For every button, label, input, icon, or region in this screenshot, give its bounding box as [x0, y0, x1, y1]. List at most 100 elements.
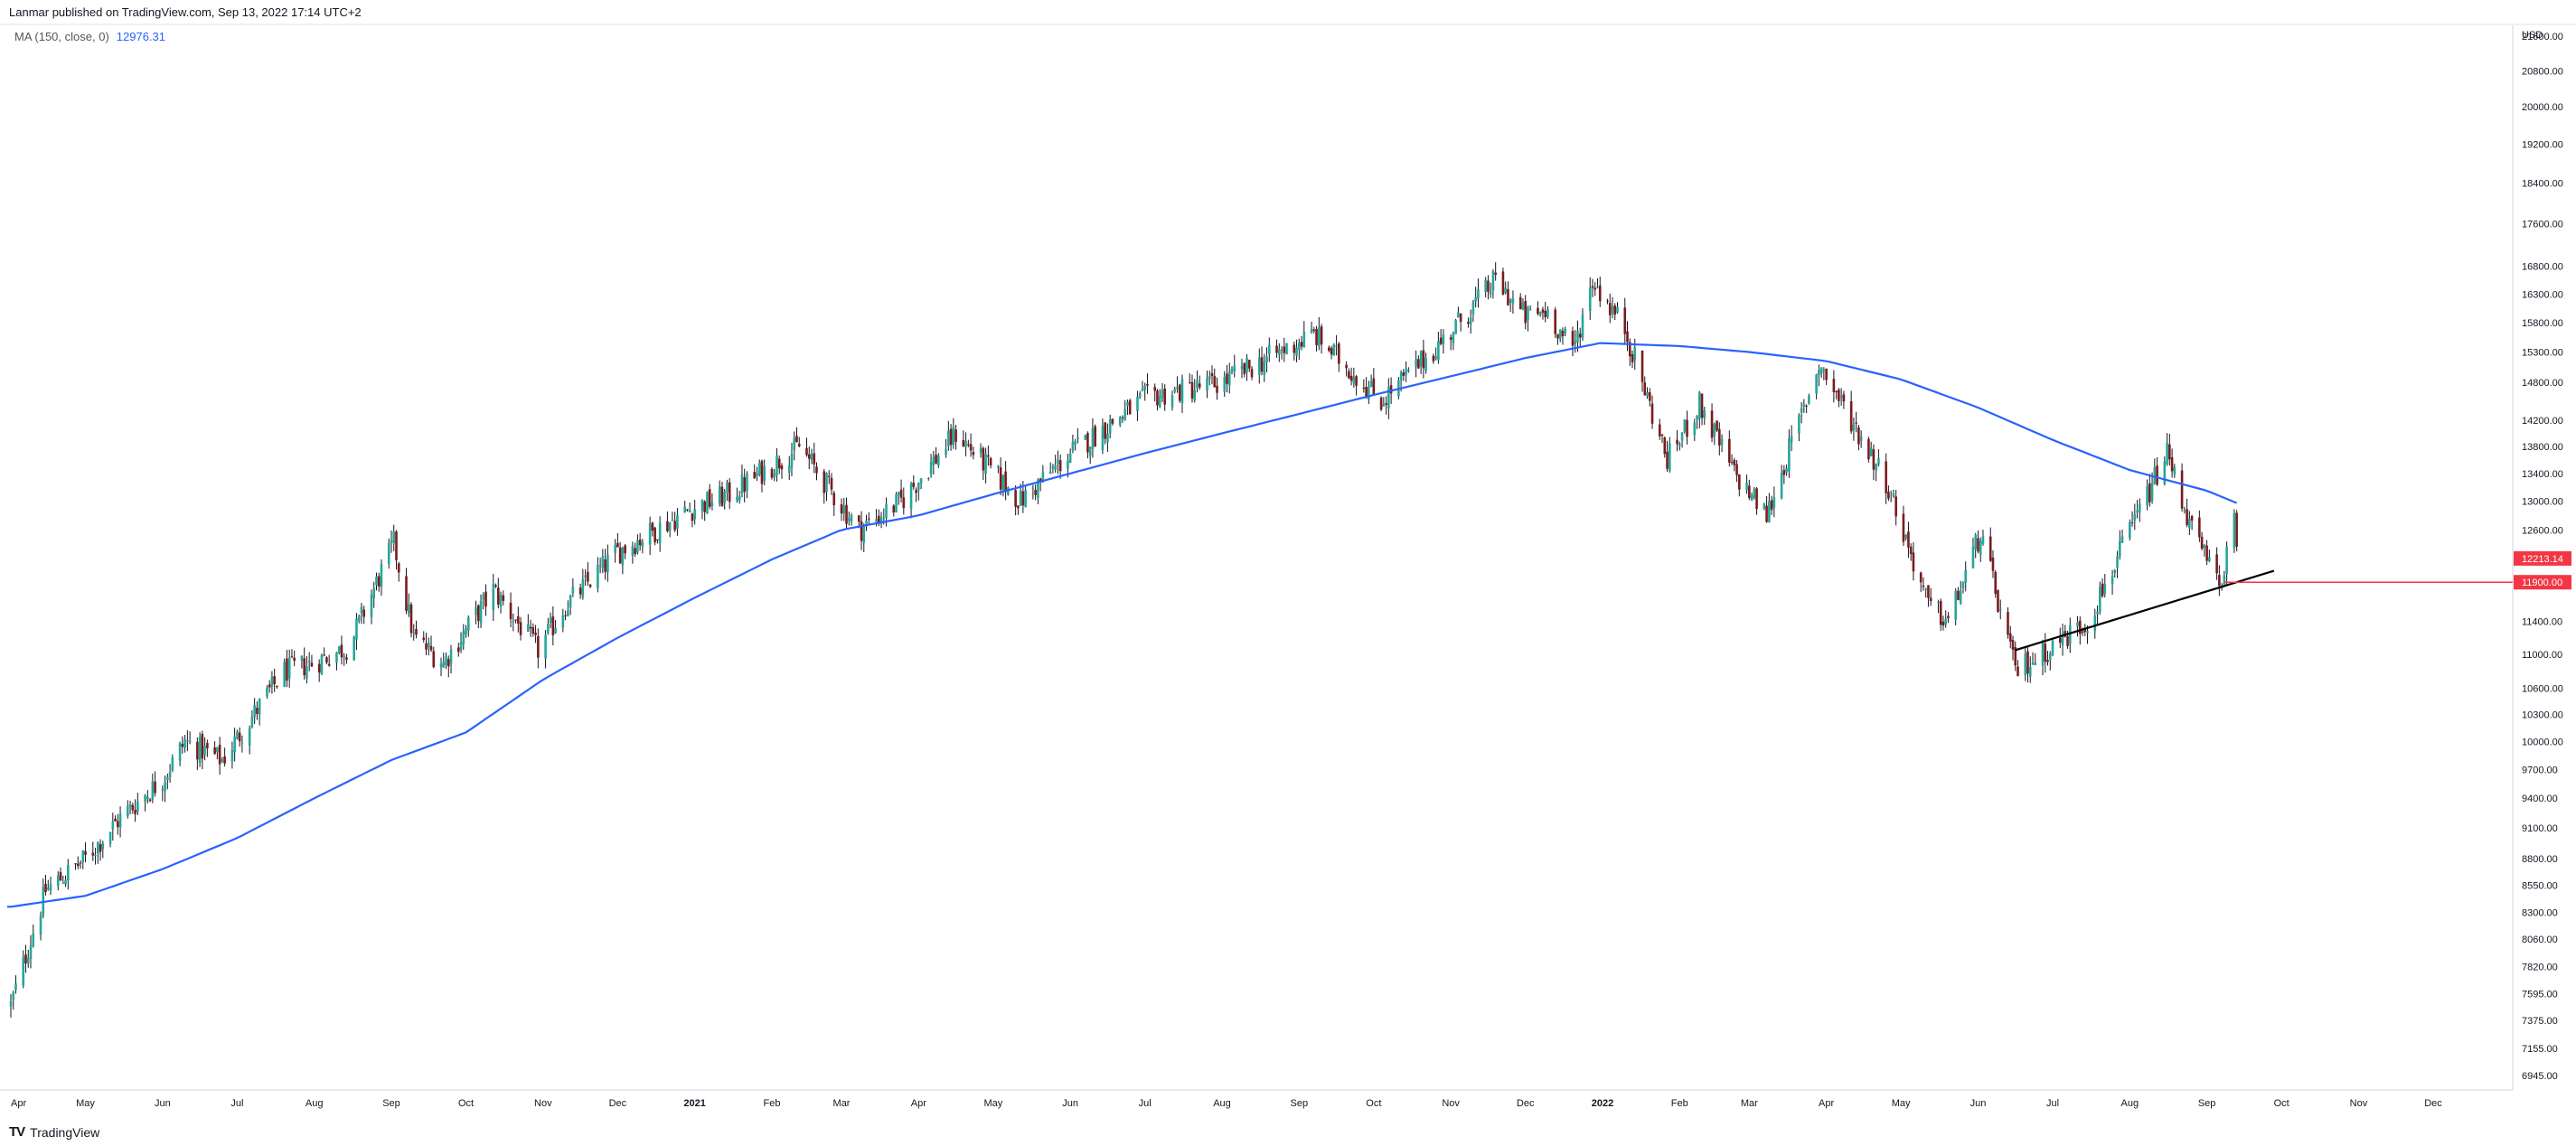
candle-body	[1491, 270, 1495, 291]
candle-body	[1407, 370, 1410, 372]
candle-body	[1233, 365, 1236, 371]
price-tick-label: 9400.00	[2522, 794, 2558, 804]
candle-body	[1487, 280, 1490, 292]
candle-body	[569, 595, 572, 608]
candle-body	[797, 443, 801, 446]
candle-body	[2044, 643, 2047, 662]
indicator-legend[interactable]: MA (150, close, 0) 12976.31	[14, 30, 165, 43]
candle-body	[427, 642, 430, 648]
candle-body	[196, 741, 199, 760]
candle-body	[1382, 404, 1386, 407]
candle-body	[340, 644, 343, 658]
time-tick-label: Sep	[2198, 1098, 2216, 1109]
time-tick-label: 2022	[1592, 1098, 1613, 1109]
candle-body	[588, 584, 592, 587]
candle-body	[1180, 379, 1184, 404]
candle-body	[1772, 497, 1776, 509]
candle-body	[1104, 422, 1106, 439]
candle-body	[1379, 397, 1383, 410]
candle-body	[706, 492, 709, 514]
candle-body	[1596, 286, 1599, 288]
time-tick-label: Jul	[2046, 1098, 2059, 1109]
candle-body	[2233, 512, 2236, 549]
candle-body	[1088, 446, 1092, 456]
price-tick-label: 15300.00	[2522, 347, 2563, 358]
candle-body	[1954, 590, 1958, 620]
candle-body	[830, 477, 833, 490]
candle-body	[1302, 332, 1306, 348]
candle-body	[372, 587, 376, 598]
candle-body	[1971, 546, 1975, 568]
candle-body	[290, 656, 294, 658]
candle-body	[1650, 403, 1654, 424]
candle-body	[997, 465, 1000, 468]
candle-body	[1067, 460, 1069, 470]
candle-body	[475, 607, 477, 615]
candle-body	[544, 634, 547, 659]
price-tick-label: 13000.00	[2522, 497, 2563, 508]
candle-body	[1240, 365, 1244, 370]
candle-body	[763, 465, 766, 482]
candle-body	[666, 521, 669, 531]
candle-body	[422, 637, 426, 641]
price-tick-label: 18400.00	[2522, 179, 2563, 190]
candle-body	[710, 503, 714, 506]
candle-body	[1330, 348, 1333, 355]
price-axis[interactable]: USD 21600.00 20800.00 20000.00 19200.00 1840…	[2522, 30, 2563, 1082]
candle-body	[2136, 511, 2139, 513]
candle-body	[651, 522, 654, 531]
candle-body	[1437, 341, 1440, 361]
candle-body	[1561, 331, 1565, 337]
candle-body	[979, 447, 982, 454]
candle-body	[1136, 397, 1139, 411]
candle-body	[1613, 305, 1617, 315]
candle-body	[1332, 344, 1336, 356]
candle-body	[256, 708, 259, 714]
candle-body	[895, 493, 898, 513]
candle-body	[597, 565, 599, 588]
candle-body	[188, 740, 192, 742]
candle-body	[74, 863, 77, 865]
candle-body	[1528, 309, 1532, 311]
candle-body	[1733, 459, 1736, 465]
candle-body	[984, 454, 987, 474]
candle-body	[335, 652, 338, 663]
candle-body	[1494, 272, 1497, 276]
tradingview-footer[interactable]: TV TradingView	[9, 1124, 99, 1140]
candle-body	[1648, 391, 1651, 401]
time-tick-label: Jul	[1139, 1098, 1152, 1109]
publish-header: Lanmar published on TradingView.com, Sep…	[9, 5, 362, 19]
candle-body	[1924, 587, 1927, 590]
candle-body	[1720, 438, 1724, 445]
candle-body	[392, 531, 396, 544]
candle-body	[1598, 285, 1602, 302]
candle-body	[118, 813, 122, 828]
candle-body	[1156, 390, 1159, 406]
candle-body	[1822, 370, 1826, 371]
candle-body	[1501, 271, 1505, 296]
candle-body	[355, 618, 358, 640]
candle-body	[1660, 434, 1664, 437]
price-tick-label: 11400.00	[2522, 617, 2562, 628]
candle-body	[76, 863, 80, 867]
candle-body	[230, 749, 234, 761]
candle-body	[325, 657, 328, 662]
candle-body	[1909, 546, 1913, 555]
candle-body	[2061, 633, 2064, 645]
candle-body	[2198, 517, 2201, 538]
candle-body	[1489, 291, 1492, 295]
candle-body	[621, 548, 625, 566]
candle-body	[439, 663, 443, 668]
price-tick-label: 21600.00	[2522, 32, 2563, 42]
candle-body	[935, 455, 937, 464]
candle-body	[2190, 515, 2194, 521]
candle-body	[827, 475, 831, 477]
time-tick-label: Oct	[1366, 1098, 1381, 1109]
candle-body	[462, 631, 465, 645]
price-tick-label: 7595.00	[2522, 989, 2558, 1000]
time-axis[interactable]: Apr May Jun Jul Aug Sep Oct Nov Dec 2021 Feb Mar Apr…	[11, 1098, 2442, 1109]
candle-body	[567, 610, 569, 616]
support-trendline[interactable]	[2015, 569, 2275, 652]
candle-body	[1048, 472, 1052, 474]
